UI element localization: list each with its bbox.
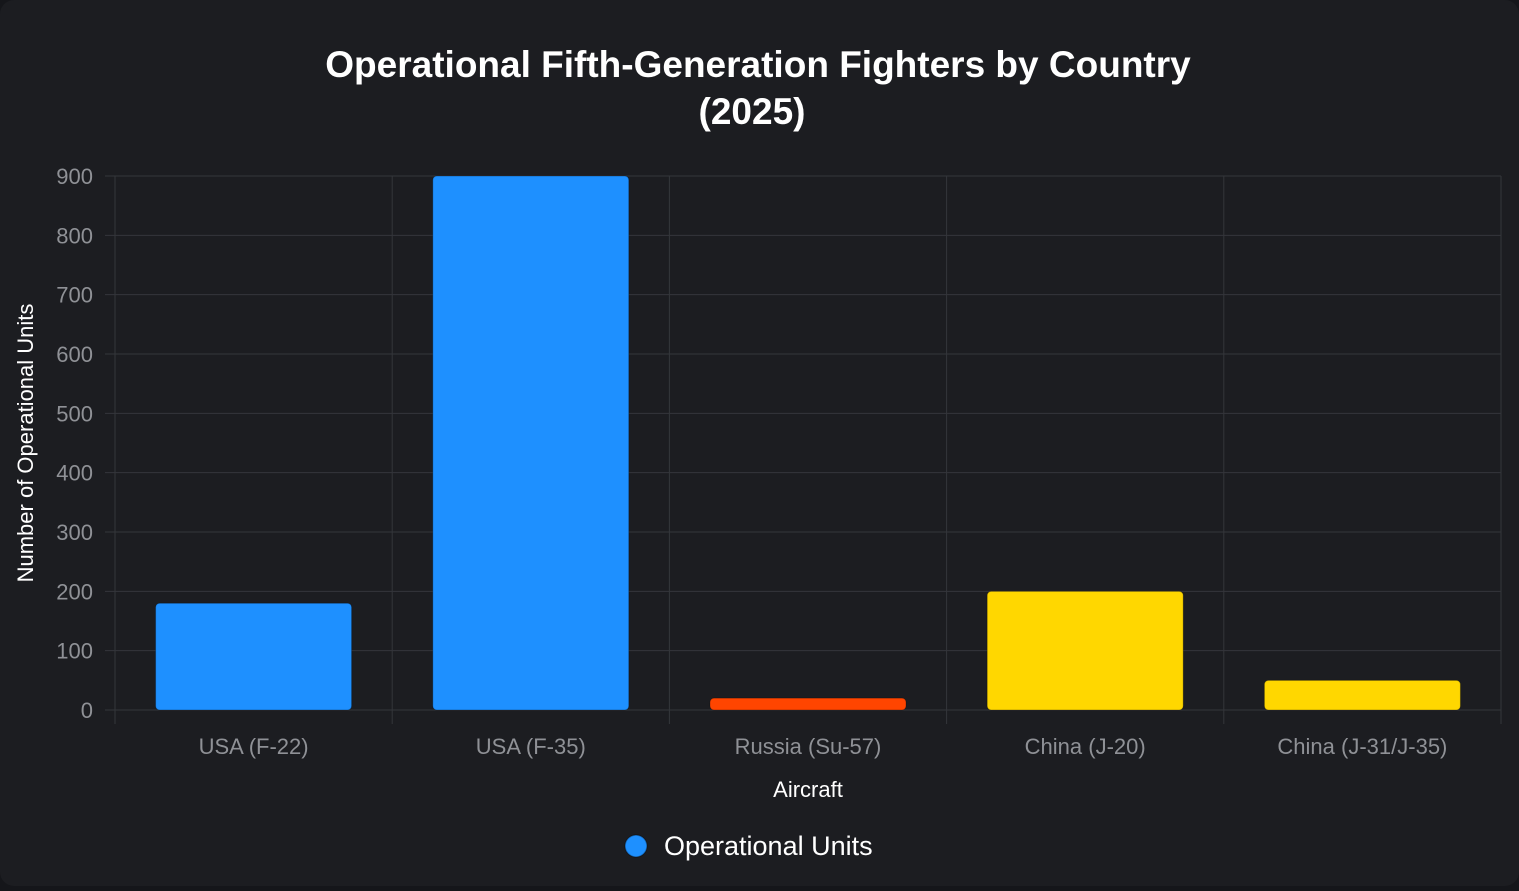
x-tick-label: Russia (Su-57) [735, 734, 882, 759]
y-tick-label: 900 [56, 164, 93, 189]
grid-lines [105, 175, 1502, 724]
legend-label: Operational Units [664, 831, 873, 861]
y-tick-label: 500 [56, 401, 93, 426]
legend-swatch [624, 834, 648, 858]
y-axis-ticks: 0 100 200 300 400 500 600 700 800 900 [56, 164, 93, 723]
legend[interactable]: Operational Units [624, 831, 873, 861]
y-tick-label: 0 [81, 698, 93, 723]
x-tick-label: China (J-31/J-35) [1277, 734, 1447, 759]
y-tick-label: 400 [56, 461, 93, 486]
bar-0[interactable] [155, 602, 353, 711]
y-tick-label: 300 [56, 520, 93, 545]
bar-4[interactable] [1263, 679, 1461, 711]
chart-title-line-1: Operational Fifth-Generation Fighters by… [325, 44, 1191, 85]
chart-title-line-2: (2025) [699, 91, 806, 132]
bar-2[interactable] [709, 697, 907, 711]
y-axis-title: Number of Operational Units [13, 304, 38, 583]
y-tick-label: 600 [56, 342, 93, 367]
bar-3[interactable] [986, 590, 1184, 711]
y-tick-label: 800 [56, 223, 93, 248]
x-tick-label: USA (F-35) [476, 734, 586, 759]
bar-1[interactable] [432, 175, 630, 711]
y-tick-label: 100 [56, 639, 93, 664]
x-tick-label: China (J-20) [1025, 734, 1146, 759]
y-tick-label: 700 [56, 283, 93, 308]
x-axis-title: Aircraft [773, 777, 843, 802]
x-tick-label: USA (F-22) [199, 734, 309, 759]
x-axis-ticks: USA (F-22) USA (F-35) Russia (Su-57) China … [199, 734, 1448, 759]
y-tick-label: 200 [56, 579, 93, 604]
bars [155, 175, 1461, 711]
